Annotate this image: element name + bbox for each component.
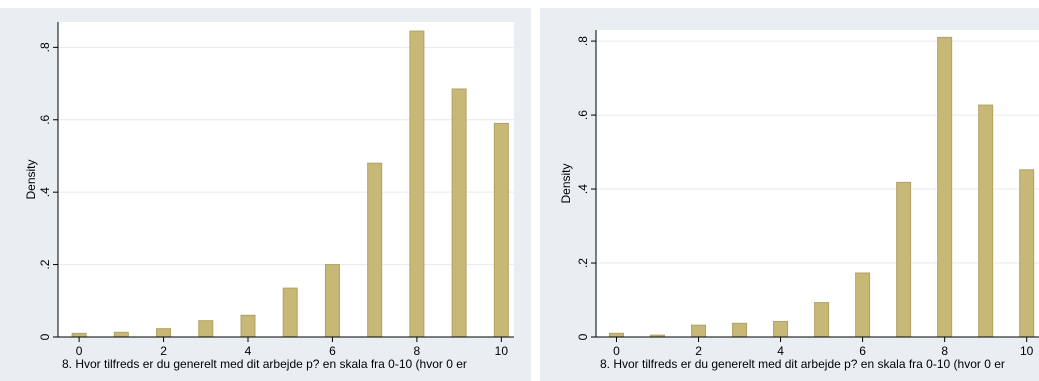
bar xyxy=(409,30,425,338)
y-tick-label: .6 xyxy=(38,114,52,124)
x-tick-label: 10 xyxy=(1020,344,1034,358)
plot-area xyxy=(596,30,1039,337)
y-tick-label: .6 xyxy=(576,110,590,120)
bar xyxy=(113,331,129,338)
chart-panel-left: 0 .2 .4 .6 .8 0 2 4 6 8 10 Density 8. Hvor tilfreds … xyxy=(0,8,531,381)
x-tick-label: 10 xyxy=(495,344,509,358)
x-axis-title: 8. Hvor tilfreds er du generelt med dit … xyxy=(62,357,467,371)
y-axis-title: Density xyxy=(559,163,573,203)
bar xyxy=(814,302,830,338)
bar xyxy=(324,264,340,338)
y-axis-title: Density xyxy=(24,159,38,199)
y-tick-label: 0 xyxy=(576,333,590,340)
bar xyxy=(493,122,509,338)
x-tick-label: 6 xyxy=(859,344,866,358)
x-tick-label: 8 xyxy=(414,344,421,358)
bar xyxy=(609,332,625,338)
bar xyxy=(156,328,172,338)
x-tick-label: 0 xyxy=(613,344,620,358)
bar xyxy=(732,322,748,338)
y-tick-label: .4 xyxy=(576,184,590,194)
bar xyxy=(367,162,383,338)
plot-area xyxy=(58,22,514,337)
chart-panel-right: 0 .2 .4 .6 .8 0 2 4 6 8 10 Density 8. Hvor tilfreds … xyxy=(540,8,1039,381)
bar xyxy=(691,324,707,338)
y-tick-label: .2 xyxy=(576,258,590,268)
y-tick-label: .4 xyxy=(38,187,52,197)
bar xyxy=(198,320,214,338)
y-tick-label: .2 xyxy=(38,259,52,269)
y-tick-label: 0 xyxy=(38,333,52,340)
x-tick-label: 2 xyxy=(160,344,167,358)
bar xyxy=(978,104,994,338)
bar xyxy=(773,320,789,338)
x-tick-label: 6 xyxy=(329,344,336,358)
bar xyxy=(282,287,298,338)
bar xyxy=(451,88,467,338)
y-tick-label: .8 xyxy=(576,36,590,46)
bar xyxy=(71,332,87,338)
x-tick-label: 4 xyxy=(245,344,252,358)
bar xyxy=(937,36,953,338)
y-tick-label: .8 xyxy=(38,42,52,52)
bar xyxy=(240,314,256,338)
bar xyxy=(896,181,912,338)
x-tick-label: 0 xyxy=(76,344,83,358)
x-tick-label: 8 xyxy=(941,344,948,358)
x-tick-label: 2 xyxy=(695,344,702,358)
x-tick-label: 4 xyxy=(777,344,784,358)
bar xyxy=(855,272,871,338)
x-axis-title: 8. Hvor tilfreds er du generelt med dit … xyxy=(600,357,1005,371)
bar xyxy=(1019,169,1035,338)
